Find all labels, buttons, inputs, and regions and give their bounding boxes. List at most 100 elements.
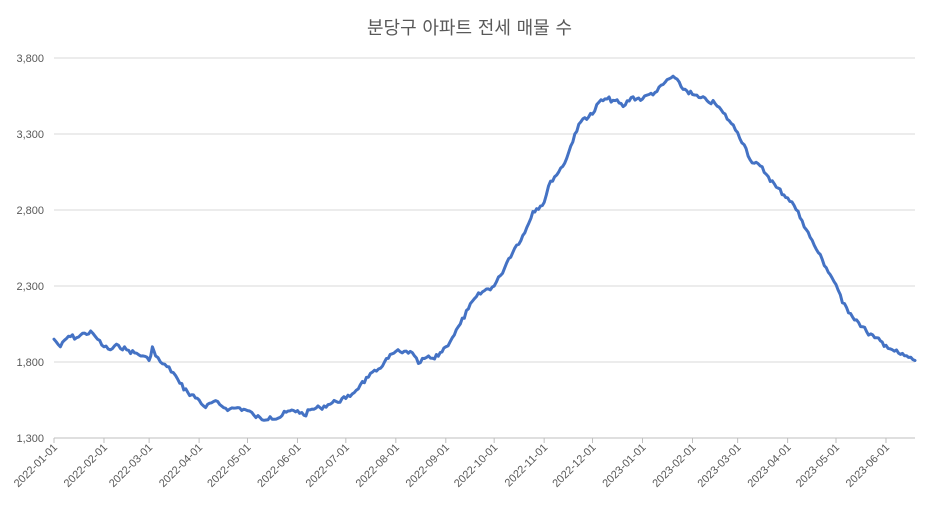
data-point (335, 400, 338, 403)
data-point (873, 336, 876, 339)
data-point (451, 336, 454, 339)
data-point (606, 98, 609, 101)
plot-area (52, 74, 917, 422)
data-point (133, 351, 136, 354)
data-point (103, 345, 106, 348)
x-tick-label: 2022-10-01 (452, 442, 500, 490)
data-point (212, 400, 215, 403)
data-point (630, 96, 633, 99)
data-point (697, 96, 700, 99)
data-point (236, 406, 239, 409)
data-point (401, 351, 404, 354)
x-tick-label: 2022-05-01 (205, 442, 253, 490)
data-point (409, 350, 412, 353)
data-point (96, 338, 99, 341)
data-point (786, 196, 789, 199)
data-point (549, 180, 552, 183)
data-point (849, 312, 852, 315)
data-point (75, 336, 78, 339)
data-point (680, 85, 683, 88)
data-point (825, 266, 828, 269)
data-point (319, 406, 322, 409)
x-tick-label: 2022-04-01 (157, 442, 205, 490)
data-point (327, 403, 330, 406)
data-point (261, 418, 264, 421)
data-point (125, 348, 128, 351)
data-point (573, 133, 576, 136)
data-point (154, 354, 157, 357)
data-point (899, 353, 902, 356)
data-point (565, 157, 568, 160)
data-point (277, 417, 280, 420)
data-point (220, 405, 223, 408)
gridlines (54, 57, 915, 363)
data-point (198, 399, 201, 402)
y-tick-label: 1,800 (16, 357, 44, 369)
data-point (801, 219, 804, 222)
y-axis: 1,300 1,800 2,300 2,800 3,300 3,800 (16, 53, 44, 445)
data-point (891, 348, 894, 351)
data-point (178, 382, 181, 385)
data-point (67, 335, 70, 338)
x-tick-label: 2022-12-01 (550, 442, 598, 490)
y-tick-label: 2,300 (16, 281, 44, 293)
series-line (52, 74, 917, 422)
data-point (775, 186, 778, 189)
data-point (614, 99, 617, 102)
data-point (857, 321, 860, 324)
data-point (759, 164, 762, 167)
data-point (83, 332, 86, 335)
data-point (367, 376, 370, 379)
data-point (311, 408, 314, 411)
data-point (444, 345, 447, 348)
data-point (351, 392, 354, 395)
data-point (672, 75, 675, 78)
data-point (417, 362, 420, 365)
data-point (914, 359, 917, 362)
data-point (359, 383, 362, 386)
chart-title: 분당구 아파트 전세 매물 수 (366, 18, 573, 39)
data-point (296, 409, 299, 412)
data-point (656, 90, 659, 93)
data-point (736, 131, 739, 134)
data-point (467, 307, 470, 310)
data-point (459, 323, 462, 326)
data-point (581, 117, 584, 120)
data-point (344, 397, 347, 400)
data-point (483, 289, 486, 292)
data-point (186, 391, 189, 394)
data-point (109, 348, 112, 351)
data-point (394, 350, 397, 353)
x-tick-label: 2022-06-01 (255, 442, 303, 490)
x-tick-label: 2023-02-01 (650, 442, 698, 490)
data-point (165, 365, 168, 368)
data-point (722, 111, 725, 114)
x-tick-label: 2023-06-01 (844, 442, 892, 490)
x-tick-label: 2022-02-01 (62, 442, 110, 490)
y-tick-label: 3,800 (16, 53, 44, 65)
data-point (151, 345, 154, 348)
data-point (375, 370, 378, 373)
data-point (523, 231, 526, 234)
x-tick-label: 2022-11-01 (503, 442, 551, 490)
data-point (159, 361, 162, 364)
data-point (228, 408, 231, 411)
x-tick-label: 2023-04-01 (745, 442, 793, 490)
data-point (598, 101, 601, 104)
x-tick-label: 2022-07-01 (304, 442, 352, 490)
data-point (141, 354, 144, 357)
data-point (809, 236, 812, 239)
x-tick-label: 2023-03-01 (695, 442, 743, 490)
data-point (835, 283, 838, 286)
data-point (383, 361, 386, 364)
data-point (59, 345, 62, 348)
data-point (269, 415, 272, 418)
data-point (172, 371, 175, 374)
data-point (531, 210, 534, 213)
data-point (714, 102, 717, 105)
data-point (515, 244, 518, 247)
y-tick-label: 2,800 (16, 205, 44, 217)
data-point (841, 301, 844, 304)
data-point (885, 344, 888, 347)
